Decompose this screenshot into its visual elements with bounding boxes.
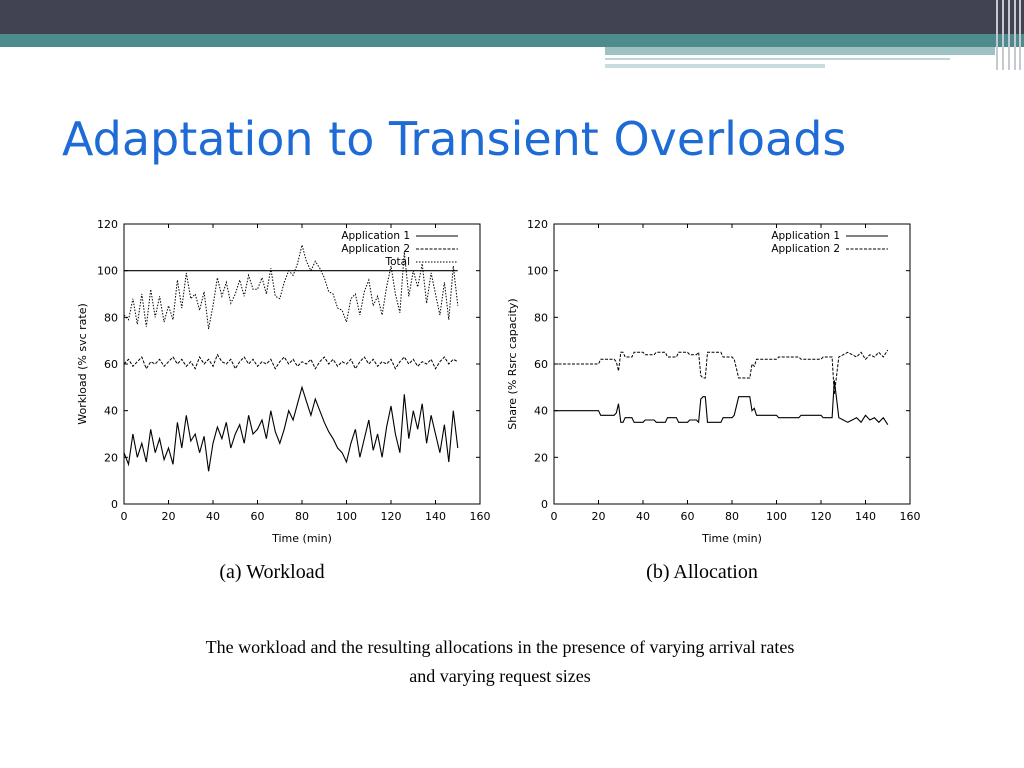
y-tick-label: 60: [534, 358, 548, 371]
y-tick-label: 100: [97, 265, 118, 278]
slide-title: Adaptation to Transient Overloads: [62, 112, 847, 166]
allocation-chart: 0 20 40 60 80 100 120 140 160 0 20 40 60 80 100 120 Appl…: [492, 212, 932, 592]
caption-line-2: and varying request sizes: [409, 666, 591, 686]
accent-stripe-thin: [605, 58, 950, 60]
x-axis-label: Time (min): [701, 532, 762, 545]
x-tick-label: 60: [251, 510, 265, 523]
legend-label: Application 1: [341, 230, 410, 242]
workload-chart: 0 20 40 60 80 100 120 140 160 0 20 40 60 80 100 120 Appl…: [62, 212, 502, 592]
x-tick-label: 100: [336, 510, 357, 523]
x-tick-label: 160: [900, 510, 921, 523]
y-tick-label: 40: [104, 405, 118, 418]
x-tick-label: 40: [206, 510, 220, 523]
y-axis-label: Share (% Rsrc capacity): [506, 298, 519, 429]
accent-stripe-short: [605, 64, 825, 68]
y-axis-label: Workload (% svc rate): [76, 303, 89, 425]
x-tick-label: 20: [592, 510, 606, 523]
top-bar: [0, 0, 1024, 34]
x-tick-label: 0: [121, 510, 128, 523]
y-tick-label: 40: [534, 405, 548, 418]
x-tick-label: 140: [855, 510, 876, 523]
x-tick-label: 120: [811, 510, 832, 523]
x-tick-label: 160: [470, 510, 491, 523]
x-tick-label: 40: [636, 510, 650, 523]
series-line-application-2: [123, 353, 459, 370]
y-tick-label: 120: [97, 218, 118, 231]
series-line-application-2: [554, 349, 889, 395]
chart-subtitle: (a) Workload: [219, 561, 324, 583]
x-tick-label: 80: [295, 510, 309, 523]
y-tick-label: 0: [111, 498, 118, 511]
chart-subtitle: (b) Allocation: [646, 561, 758, 583]
x-tick-label: 20: [162, 510, 176, 523]
y-tick-label: 60: [104, 358, 118, 371]
allocation-chart-svg: 0 20 40 60 80 100 120 140 160 0 20 40 60 80 100 120 Appl…: [506, 218, 921, 583]
y-tick-label: 0: [541, 498, 548, 511]
x-tick-label: 60: [681, 510, 695, 523]
plot-frame: [553, 223, 911, 505]
accent-stripe: [605, 47, 995, 55]
x-tick-label: 120: [381, 510, 402, 523]
slide-caption: The workload and the resulting allocatio…: [40, 633, 960, 691]
y-tick-label: 20: [104, 451, 118, 464]
legend-label: Total: [384, 256, 410, 268]
y-tick-label: 80: [534, 311, 548, 324]
y-tick-label: 80: [104, 311, 118, 324]
series-line-application-1: [554, 380, 889, 425]
y-tick-label: 120: [527, 218, 548, 231]
y-tick-label: 100: [527, 265, 548, 278]
x-tick-label: 0: [551, 510, 558, 523]
corner-decoration: [994, 0, 1024, 70]
x-tick-label: 80: [725, 510, 739, 523]
x-tick-label: 100: [766, 510, 787, 523]
series-line-application-1: [123, 385, 459, 472]
accent-bar: [0, 34, 1024, 47]
x-tick-label: 140: [425, 510, 446, 523]
workload-chart-svg: 0 20 40 60 80 100 120 140 160 0 20 40 60 80 100 120 Appl…: [76, 218, 491, 583]
legend-label: Application 2: [771, 243, 840, 255]
series-line-total: [123, 244, 459, 330]
y-tick-label: 20: [534, 451, 548, 464]
legend-label: Application 1: [771, 230, 840, 242]
caption-line-1: The workload and the resulting allocatio…: [205, 637, 795, 657]
legend-label: Application 2: [341, 243, 410, 255]
x-axis-label: Time (min): [271, 532, 332, 545]
